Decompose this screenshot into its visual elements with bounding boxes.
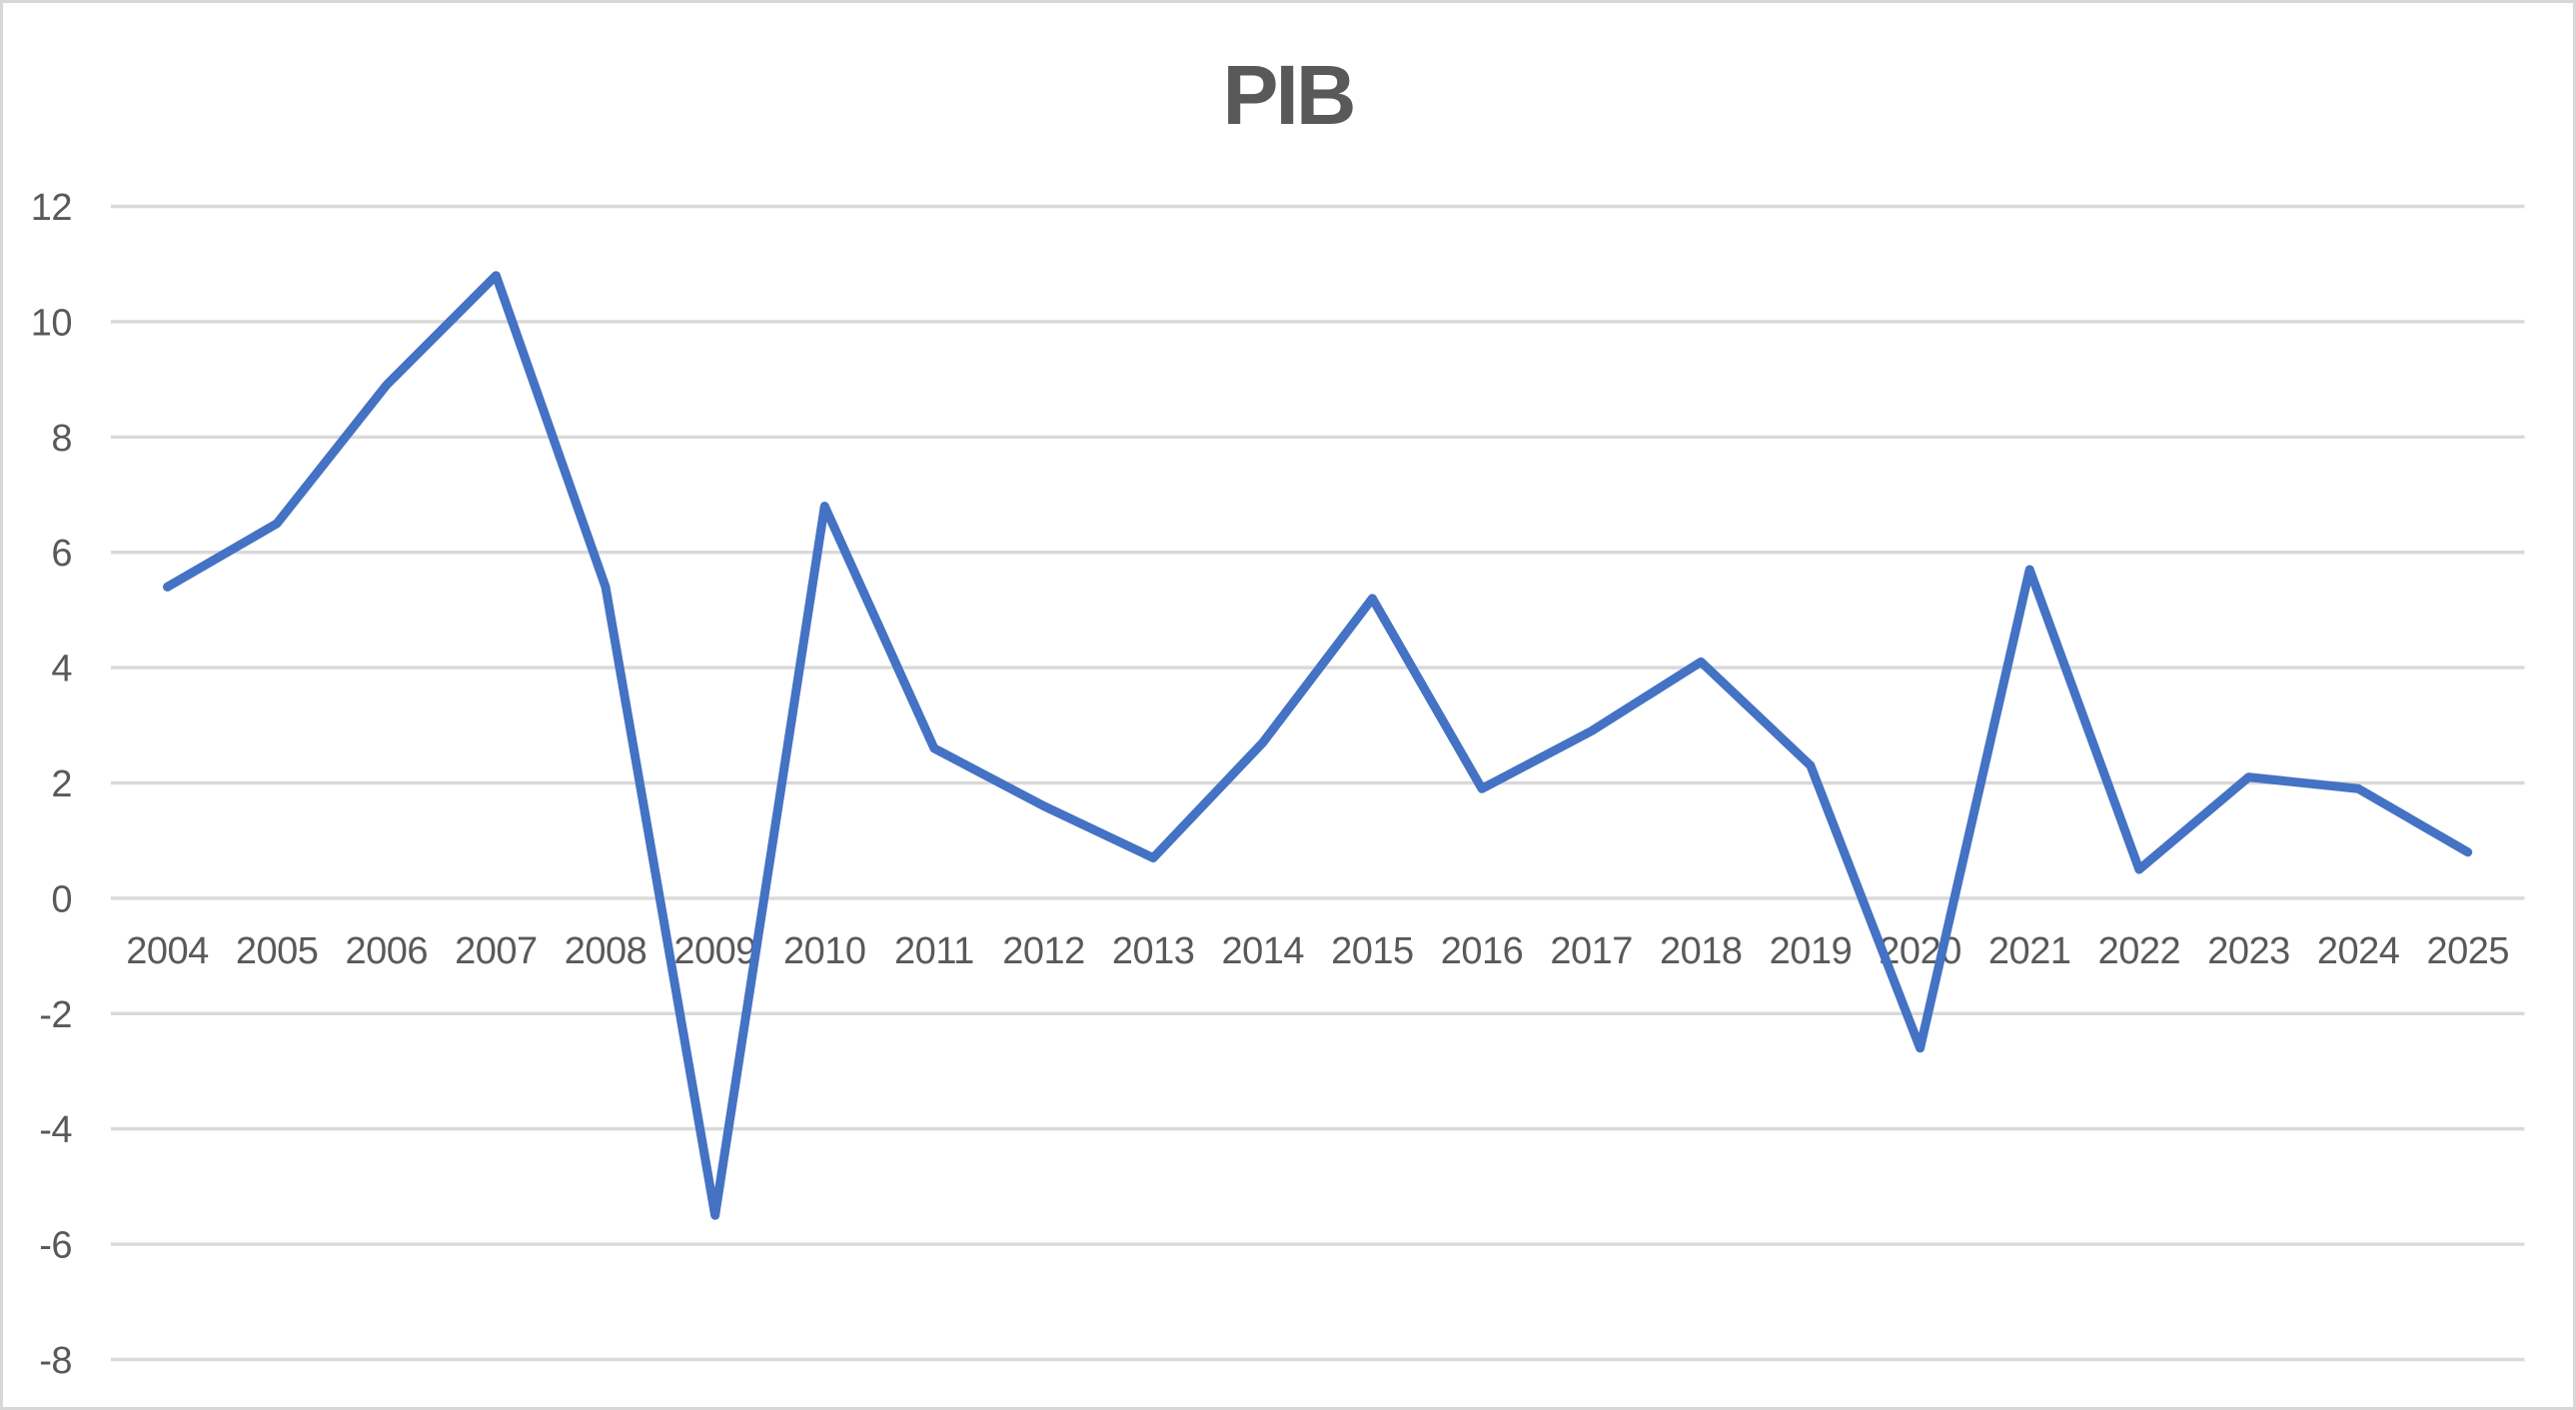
x-axis-label: 2021 (1988, 930, 2071, 972)
y-axis-label: -8 (39, 1340, 72, 1382)
y-axis-label: -6 (39, 1225, 72, 1267)
y-axis-label: 2 (51, 763, 72, 805)
x-axis-label: 2019 (1770, 930, 1853, 972)
x-axis-label: 2017 (1550, 930, 1633, 972)
x-axis-label: 2010 (783, 930, 866, 972)
y-axis-label: 0 (51, 878, 72, 920)
x-axis-label: 2005 (236, 930, 319, 972)
x-axis-label: 2024 (2317, 930, 2400, 972)
chart-title: PIB (1222, 48, 1353, 142)
y-axis-label: 6 (51, 533, 72, 575)
y-axis-tick-labels: 12 10 8 6 4 2 0 -2 -4 -6 -8 (31, 187, 73, 1382)
y-axis-label: 4 (51, 649, 72, 691)
x-axis-label: 2007 (455, 930, 538, 972)
gridlines (111, 204, 2525, 1362)
y-axis-label: 10 (31, 302, 72, 344)
y-axis-label: 8 (51, 418, 72, 460)
x-axis-label: 2015 (1331, 930, 1414, 972)
y-axis-label: 12 (31, 187, 72, 229)
x-axis-label: 2009 (673, 930, 756, 972)
x-axis-label: 2018 (1660, 930, 1743, 972)
x-axis-label: 2016 (1441, 930, 1524, 972)
x-axis-label: 2008 (565, 930, 647, 972)
x-axis-label: 2023 (2207, 930, 2290, 972)
x-axis-label: 2004 (126, 930, 209, 972)
x-axis-label: 2012 (1002, 930, 1085, 972)
x-axis-label: 2022 (2098, 930, 2181, 972)
x-axis-label: 2011 (894, 930, 974, 972)
series-line-pib (163, 271, 2473, 1220)
y-axis-label: -4 (39, 1109, 72, 1151)
x-axis-tick-labels: 2004 2005 2006 2007 2008 2009 2010 2011 2012 2013… (126, 930, 2509, 972)
x-axis-label: 2006 (345, 930, 428, 972)
x-axis-label: 2014 (1222, 930, 1305, 972)
series-group (163, 271, 2473, 1220)
x-axis-label: 2025 (2426, 930, 2509, 972)
y-axis-label: -2 (39, 994, 72, 1036)
x-axis-label: 2013 (1112, 930, 1195, 972)
